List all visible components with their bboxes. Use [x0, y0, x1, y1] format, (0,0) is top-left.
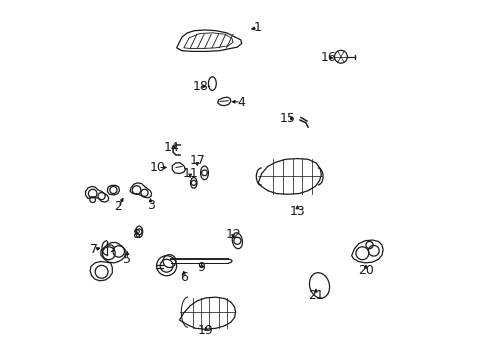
- Text: 20: 20: [357, 264, 373, 276]
- Text: 17: 17: [189, 154, 205, 167]
- Text: 6: 6: [180, 271, 187, 284]
- Text: 18: 18: [193, 80, 208, 93]
- Text: 3: 3: [146, 198, 154, 212]
- Text: 14: 14: [163, 141, 179, 154]
- Text: 16: 16: [320, 51, 336, 64]
- Text: 4: 4: [237, 96, 244, 109]
- Text: 21: 21: [307, 288, 323, 302]
- Text: 1: 1: [254, 21, 262, 34]
- Text: 12: 12: [225, 228, 241, 241]
- Text: 15: 15: [279, 112, 295, 125]
- Text: 19: 19: [198, 324, 213, 337]
- Text: 5: 5: [123, 253, 131, 266]
- Text: 9: 9: [197, 261, 205, 274]
- Text: 11: 11: [182, 167, 198, 180]
- Text: 10: 10: [150, 161, 165, 174]
- Text: 13: 13: [289, 205, 305, 218]
- Text: 7: 7: [90, 243, 98, 256]
- Text: 8: 8: [132, 228, 141, 241]
- Text: 2: 2: [114, 200, 122, 213]
